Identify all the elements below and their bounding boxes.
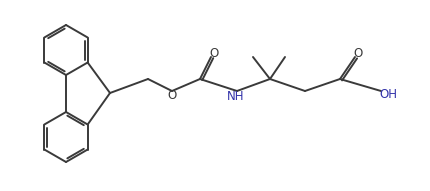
Text: OH: OH bbox=[378, 87, 396, 100]
Text: O: O bbox=[167, 88, 176, 101]
Text: O: O bbox=[353, 46, 362, 60]
Text: NH: NH bbox=[227, 90, 244, 103]
Text: O: O bbox=[209, 46, 218, 60]
